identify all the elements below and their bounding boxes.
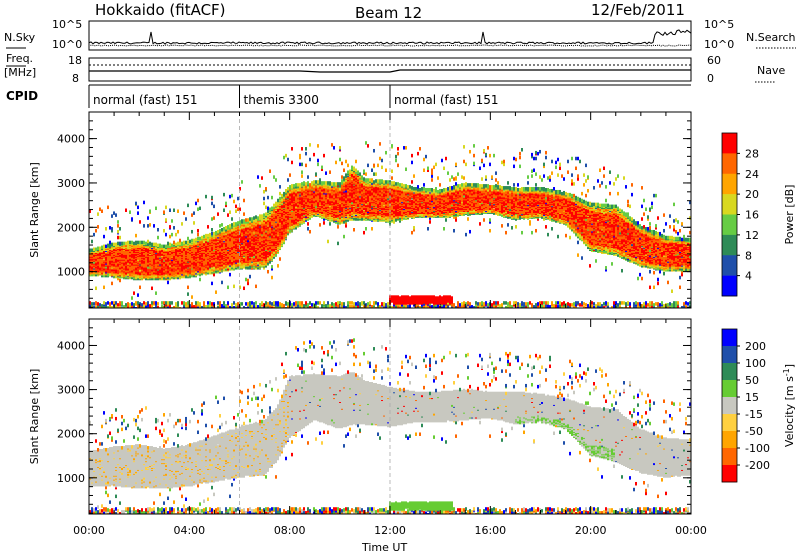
date-title: 12/Feb/2011 <box>591 1 685 19</box>
nsearch-tick-high: 10^5 <box>704 18 734 31</box>
colorbar-tick-label: 12 <box>745 229 759 242</box>
freq-tick-high: 18 <box>68 54 82 67</box>
cpid-row: CPID normal (fast) 151 themis 3300 normal … <box>6 85 691 108</box>
cpid-segment-label: normal (fast) 151 <box>394 93 498 107</box>
y-tick-label: 4000 <box>57 339 85 352</box>
freq-panel: Freq. [MHz] 18 8 60 0 Nave <box>4 52 785 85</box>
cpid-label: CPID <box>6 89 38 103</box>
x-tick-label: 08:00 <box>274 524 306 537</box>
x-tick-label: 12:00 <box>374 524 406 537</box>
colorbar-segment <box>722 235 737 256</box>
y-tick-label: 2000 <box>57 221 85 234</box>
colorbar-tick-label: 28 <box>745 147 759 160</box>
colorbar-segment <box>722 255 737 276</box>
colorbar-tick-label: -100 <box>745 442 770 455</box>
colorbar-segment <box>722 133 737 154</box>
freq-series <box>89 70 691 72</box>
colorbar-tick-label: 24 <box>745 168 759 181</box>
colorbar-segment <box>722 465 737 482</box>
x-tick-label: 16:00 <box>474 524 506 537</box>
colorbar-tick-label: 4 <box>745 270 752 283</box>
x-tick-label: 00:00 <box>675 524 707 537</box>
colorbar-tick-label: 200 <box>745 340 766 353</box>
x-tick-label: 20:00 <box>575 524 607 537</box>
velocity-colorbar: 200 100 50 15 -15 -50 -100 -200 Velocity [m s-1] <box>722 329 796 482</box>
freq-label-2: [MHz] <box>4 66 36 79</box>
nsearch-label: N.Search <box>746 31 796 44</box>
nave-label: Nave <box>757 64 785 77</box>
nsky-tick-high: 10^5 <box>52 18 82 31</box>
colorbar-segment <box>722 363 737 380</box>
colorbar-segment <box>722 414 737 431</box>
y-tick-label: 4000 <box>57 133 85 146</box>
cpid-segment-label: themis 3300 <box>244 93 319 107</box>
y-axis-label: Slant Range [km] <box>28 162 41 258</box>
y-tick-label: 2000 <box>57 428 85 441</box>
y-axis-label: Slant Range [km] <box>28 369 41 465</box>
nsky-series <box>89 30 691 44</box>
power-colorbar: 4 8 12 16 20 24 28 Power [dB] <box>722 133 796 296</box>
colorbar-segment <box>722 329 737 346</box>
nsky-tick-low: 10^0 <box>52 38 82 51</box>
colorbar-label: Power [dB] <box>783 185 796 245</box>
colorbar-tick-label: -50 <box>745 425 763 438</box>
freq-label-1: Freq. <box>6 52 33 65</box>
nsky-label: N.Sky <box>4 31 36 44</box>
colorbar-tick-label: 20 <box>745 188 759 201</box>
colorbar-tick-label: -200 <box>745 459 770 472</box>
y-tick-label: 1000 <box>57 266 85 279</box>
colorbar-segment <box>722 194 737 215</box>
colorbar-segment <box>722 380 737 397</box>
colorbar-segment <box>722 215 737 236</box>
velocity-panel: 1000 2000 3000 4000 00:00 04:00 08:00 12:00 16:0… <box>28 319 707 537</box>
colorbar-tick-label: 8 <box>745 249 752 262</box>
x-tick-label: 00:00 <box>73 524 105 537</box>
x-axis-label: Time UT <box>361 541 407 554</box>
colorbar-segment <box>722 431 737 448</box>
station-title: Hokkaido (fitACF) <box>95 1 226 19</box>
nsky-panel: N.Sky 10^5 10^0 10^5 10^0 N.Search <box>4 18 796 51</box>
x-tick-label: 04:00 <box>173 524 205 537</box>
colorbar-tick-label: 50 <box>745 374 759 387</box>
colorbar-tick-label: -15 <box>745 408 763 421</box>
power-panel: 1000 2000 3000 4000 Slant Range [km] <box>28 112 691 311</box>
colorbar-tick-label: 15 <box>745 391 759 404</box>
freq-tick-low: 8 <box>72 72 79 85</box>
colorbar-segment <box>722 448 737 465</box>
colorbar-segment <box>722 174 737 195</box>
nave-tick-high: 60 <box>707 54 721 67</box>
colorbar-segment <box>722 397 737 414</box>
beam-title: Beam 12 <box>355 4 422 22</box>
colorbar-tick-label: 16 <box>745 209 759 222</box>
nsearch-series <box>89 45 691 46</box>
colorbar-label: Velocity [m s-1] <box>782 364 796 447</box>
y-tick-label: 1000 <box>57 472 85 485</box>
colorbar-segment <box>722 346 737 363</box>
colorbar-segment <box>722 276 737 297</box>
nsearch-tick-low: 10^0 <box>704 38 734 51</box>
colorbar-tick-label: 100 <box>745 357 766 370</box>
nave-tick-low: 0 <box>707 72 714 85</box>
colorbar-segment <box>722 153 737 174</box>
cpid-segment-label: normal (fast) 151 <box>93 93 197 107</box>
y-tick-label: 3000 <box>57 384 85 397</box>
y-tick-label: 3000 <box>57 177 85 190</box>
